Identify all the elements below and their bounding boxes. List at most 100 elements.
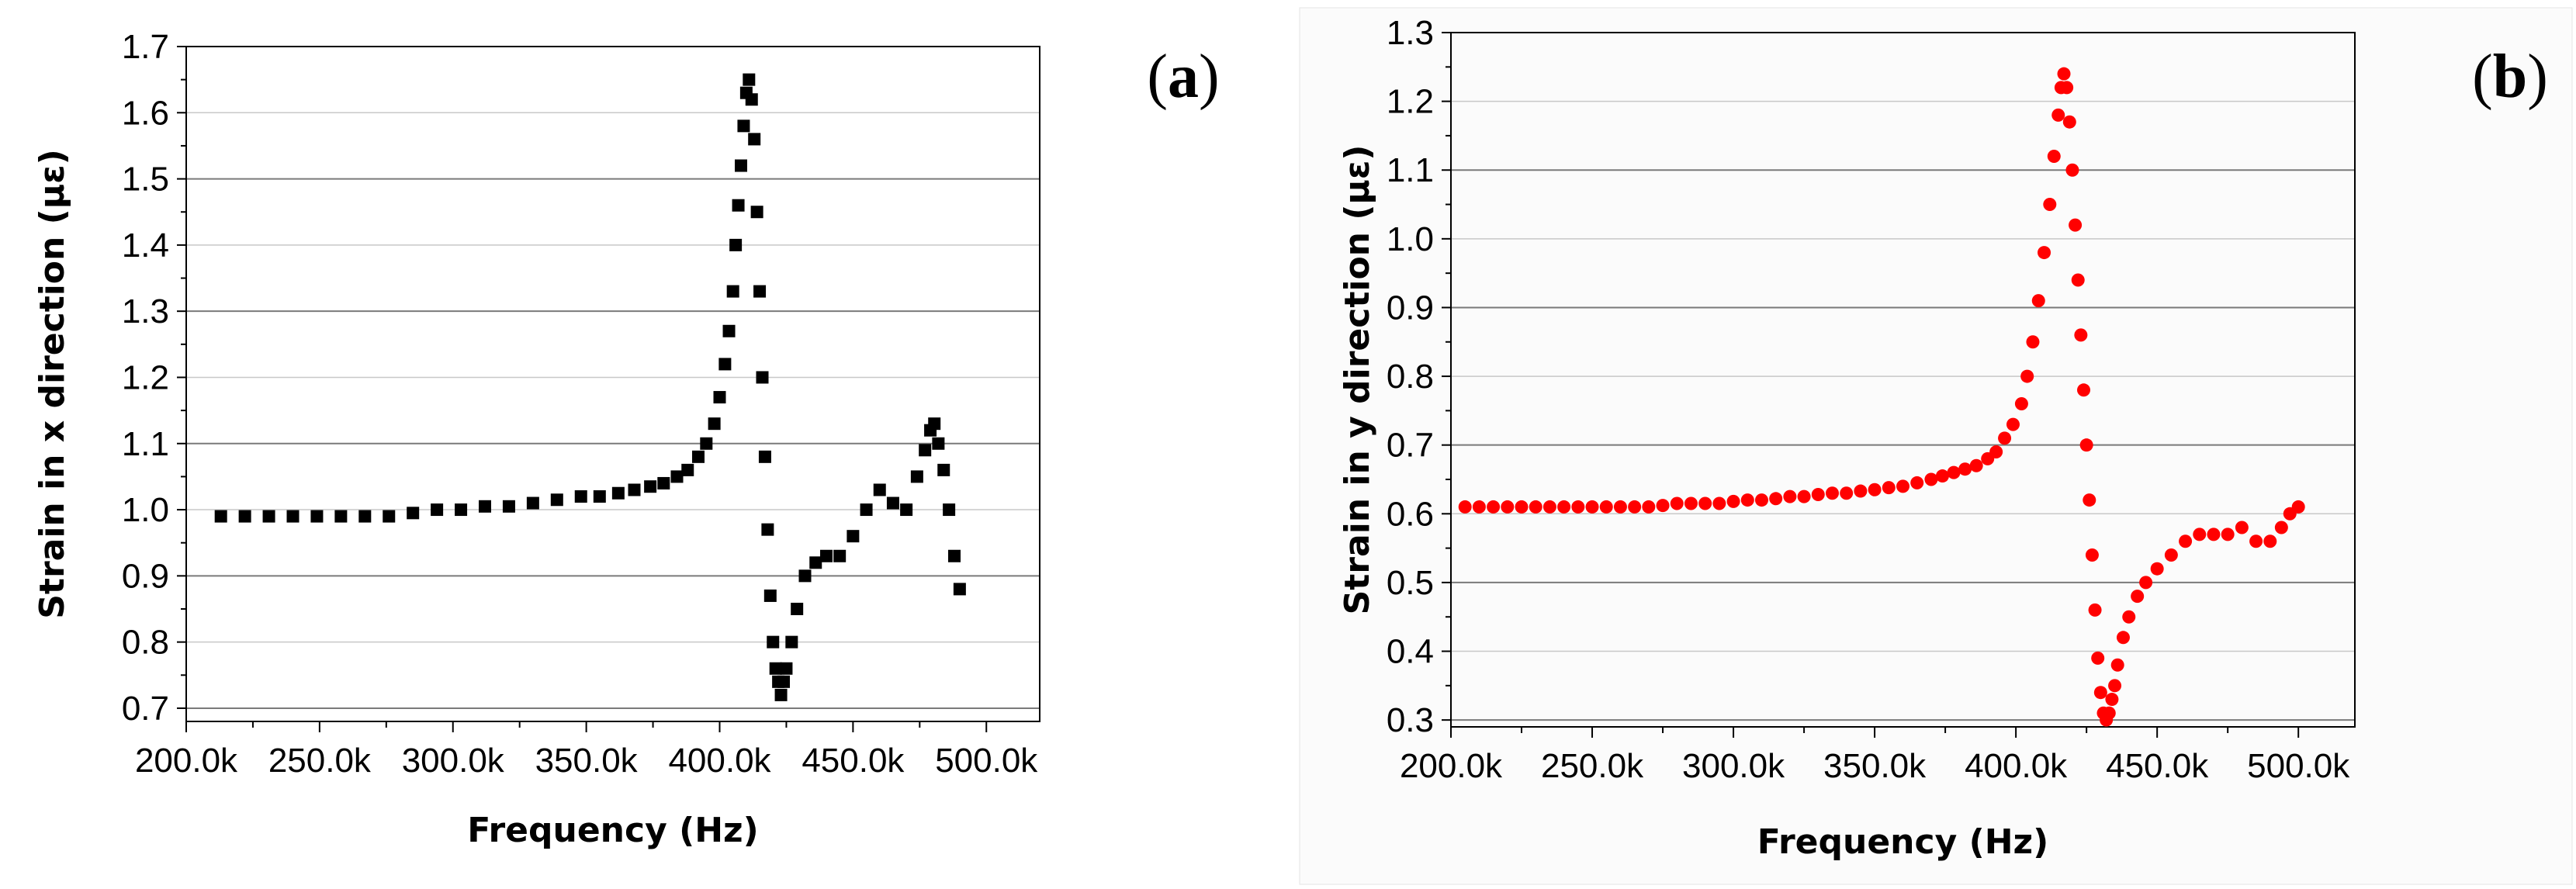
x-tick-label: 300.0k [1682, 747, 1785, 785]
data-point [358, 510, 372, 523]
data-point [2093, 686, 2107, 700]
x-tick-label: 400.0k [1965, 747, 2068, 785]
data-point [1684, 496, 1698, 510]
data-point [2085, 548, 2099, 562]
y-tick-label: 1.3 [122, 292, 169, 330]
data-point [1935, 469, 1949, 483]
data-point [761, 523, 774, 536]
y-tick-label: 0.5 [1387, 564, 1434, 602]
x-tick-label: 300.0k [402, 742, 505, 780]
data-point [1769, 492, 1783, 506]
data-point [431, 503, 444, 517]
x-tick-label: 250.0k [268, 742, 372, 780]
data-point [2038, 246, 2051, 260]
data-point [708, 417, 721, 431]
y-tick-label: 0.4 [1387, 633, 1434, 671]
data-point [753, 285, 767, 298]
x-axis-title: Frequency (Hz) [1757, 822, 2049, 862]
y-tick-label: 1.6 [122, 94, 169, 132]
data-point [1910, 476, 1924, 489]
data-point [1754, 493, 1768, 507]
data-point [713, 391, 726, 404]
data-point [700, 437, 713, 450]
data-point [1501, 500, 1515, 514]
data-point [2235, 521, 2249, 534]
data-point [383, 510, 396, 523]
x-tick-label: 500.0k [2247, 747, 2350, 785]
y-axis-title: Strain in y direction (με) [1338, 145, 1377, 615]
data-point [681, 463, 694, 476]
data-point [670, 470, 684, 483]
data-point [1656, 499, 1670, 513]
data-point [611, 486, 625, 500]
data-point [455, 503, 468, 517]
data-point [2122, 610, 2136, 624]
chart-a-svg: 0.7 0.8 0.9 1.0 1.1 1.2 1.3 1.4 1.5 1.6 1.7 200.0k 2… [33, 28, 1220, 850]
data-point [2249, 534, 2263, 548]
data-point [763, 589, 777, 602]
data-point [732, 199, 745, 212]
x-tick-label: 350.0k [1823, 747, 1927, 785]
data-point [750, 206, 763, 219]
data-point [1868, 483, 1882, 496]
data-point [238, 510, 251, 523]
data-point [767, 635, 780, 649]
data-point [2079, 438, 2093, 452]
y-tick-label: 1.0 [1387, 220, 1434, 258]
data-point [593, 490, 606, 503]
data-point [2207, 528, 2221, 541]
x-tick-label: 200.0k [135, 742, 238, 780]
y-tick-label: 0.7 [122, 690, 169, 728]
data-point [780, 662, 793, 675]
data-point [743, 73, 756, 86]
y-tick-label: 1.7 [122, 28, 169, 66]
data-point [2031, 294, 2045, 308]
panel-label: (a) [1147, 43, 1219, 111]
y-tick-label: 1.4 [122, 227, 169, 265]
data-point [910, 470, 923, 483]
data-point [2043, 198, 2057, 212]
y-tick-label: 0.3 [1387, 701, 1434, 739]
data-point [809, 556, 822, 569]
data-point [2026, 335, 2040, 349]
data-point [928, 417, 941, 431]
panel-label: (b) [2472, 43, 2548, 111]
chart-panel-b: 0.3 0.4 0.5 0.6 0.7 0.8 0.9 1.0 1.1 1.2 1.3 200.0k 2… [1288, 0, 2576, 889]
data-point [2108, 679, 2122, 693]
data-point [1740, 493, 1754, 507]
x-axis-title: Frequency (Hz) [467, 811, 759, 850]
data-point [2150, 562, 2164, 576]
data-point [657, 476, 670, 489]
data-point [1969, 458, 1983, 472]
data-point [2116, 631, 2130, 645]
data-point [2102, 706, 2116, 720]
y-tick-label: 1.1 [1387, 151, 1434, 189]
data-point [919, 444, 932, 457]
x-tick-label: 400.0k [668, 742, 771, 780]
data-point [2139, 576, 2153, 590]
data-point [1797, 489, 1811, 503]
data-point [2164, 548, 2178, 562]
data-point [2014, 397, 2028, 411]
data-point [2110, 658, 2124, 672]
data-point [1924, 472, 1938, 486]
y-tick-label: 1.2 [1387, 83, 1434, 121]
x-tick-label: 450.0k [802, 742, 905, 780]
data-point [1628, 500, 1642, 514]
y-tick-label: 1.0 [122, 491, 169, 529]
data-point [953, 583, 966, 596]
x-tick-label: 250.0k [1541, 747, 1644, 785]
data-point [769, 662, 782, 675]
data-point [2179, 534, 2193, 548]
data-point [2069, 218, 2083, 232]
data-point [833, 549, 847, 562]
y-tick-label: 1.2 [122, 358, 169, 396]
data-point [2263, 534, 2277, 548]
data-point [718, 358, 732, 371]
data-point [1726, 494, 1740, 508]
data-point [900, 503, 913, 517]
y-tick-label: 1.5 [122, 161, 169, 199]
data-point [873, 483, 886, 496]
data-point [2020, 369, 2034, 383]
y-axis-title: Strain in x direction (με) [33, 149, 72, 619]
